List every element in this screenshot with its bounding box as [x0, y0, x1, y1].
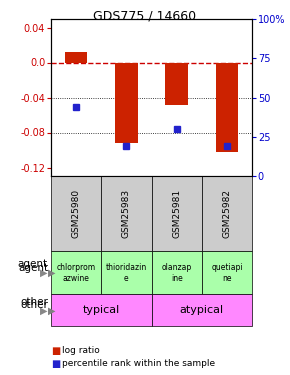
Bar: [152, 176, 202, 251]
Bar: [65, 52, 87, 63]
Bar: [51, 251, 101, 294]
Bar: [51, 294, 152, 326]
Text: quetiapi
ne: quetiapi ne: [211, 263, 243, 282]
Text: GDS775 / 14660: GDS775 / 14660: [93, 9, 197, 22]
Text: percentile rank within the sample: percentile rank within the sample: [62, 359, 215, 368]
Text: typical: typical: [83, 305, 120, 315]
Bar: [152, 294, 252, 326]
Text: other: other: [20, 300, 48, 310]
Text: ▶: ▶: [40, 305, 48, 315]
Text: ■: ■: [51, 346, 60, 355]
Text: other: other: [20, 297, 48, 307]
Text: agent: agent: [18, 259, 48, 269]
Text: GSM25981: GSM25981: [172, 189, 181, 238]
Text: ▶: ▶: [48, 305, 56, 315]
Bar: [51, 176, 101, 251]
Bar: [152, 251, 202, 294]
Text: agent: agent: [18, 263, 48, 273]
Bar: [202, 176, 252, 251]
Text: thioridazin
e: thioridazin e: [106, 263, 147, 282]
Text: GSM25983: GSM25983: [122, 189, 131, 238]
Text: chlorprom
azwine: chlorprom azwine: [56, 263, 95, 282]
Bar: [202, 251, 252, 294]
Text: GSM25980: GSM25980: [71, 189, 80, 238]
Text: ▶: ▶: [40, 268, 48, 278]
Bar: [101, 251, 152, 294]
Text: olanzap
ine: olanzap ine: [162, 263, 192, 282]
Text: GSM25982: GSM25982: [223, 189, 232, 238]
Bar: [101, 176, 152, 251]
Text: log ratio: log ratio: [62, 346, 100, 355]
Bar: [165, 63, 188, 105]
Text: ■: ■: [51, 359, 60, 369]
Text: ▶: ▶: [48, 268, 56, 278]
Bar: [115, 63, 138, 143]
Text: atypical: atypical: [180, 305, 224, 315]
Bar: [216, 63, 238, 152]
